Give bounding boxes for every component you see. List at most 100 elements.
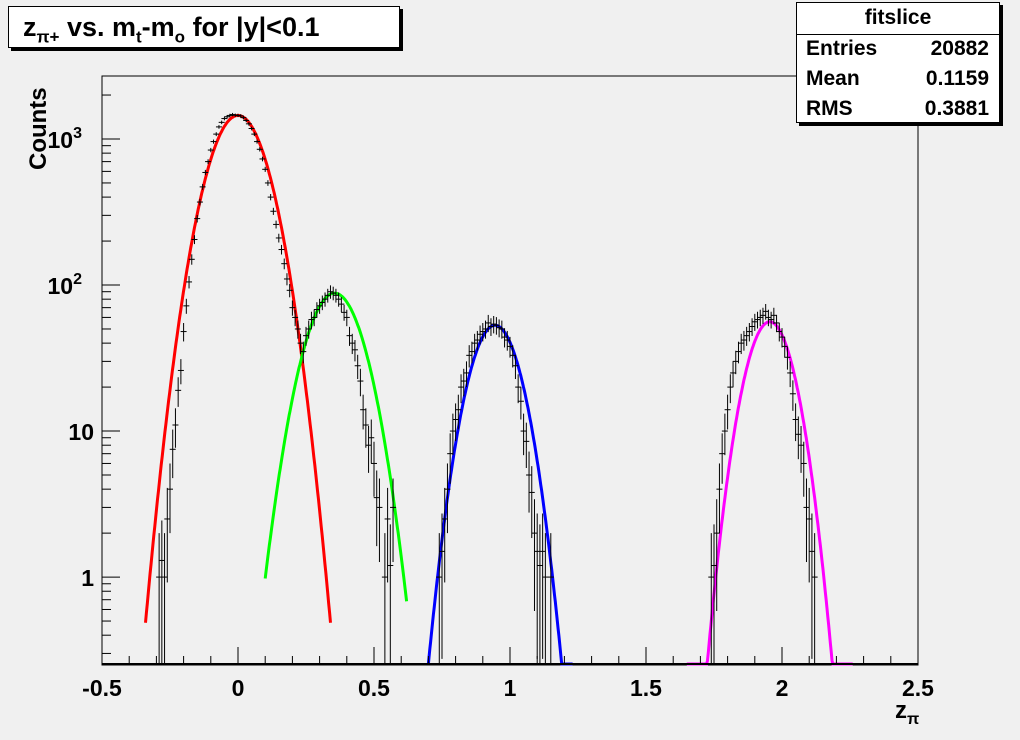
data-point bbox=[501, 328, 508, 348]
data-point bbox=[243, 118, 250, 123]
stats-value: 0.1159 bbox=[925, 67, 989, 90]
data-point bbox=[751, 313, 758, 331]
data-point bbox=[724, 394, 731, 430]
data-point bbox=[547, 533, 554, 665]
data-point bbox=[539, 513, 546, 659]
stats-value: 20882 bbox=[930, 37, 989, 60]
axes: -0.5 0 0.5 1 1.5 2 2.5 1 10 102 103 bbox=[48, 94, 934, 701]
y-tick-label: 102 bbox=[48, 271, 83, 299]
data-point bbox=[202, 169, 209, 176]
data-point bbox=[770, 307, 777, 324]
data-point bbox=[765, 309, 772, 327]
data-point bbox=[517, 387, 524, 420]
x-tick-label: 0.5 bbox=[358, 675, 390, 701]
data-point bbox=[743, 326, 750, 346]
data-point bbox=[313, 302, 320, 318]
data-point bbox=[458, 374, 465, 404]
data-point bbox=[509, 345, 516, 368]
data-point bbox=[305, 320, 312, 339]
data-point bbox=[381, 533, 388, 665]
data-point bbox=[376, 478, 383, 563]
data-point bbox=[349, 333, 356, 355]
data-point bbox=[207, 147, 214, 153]
data-point bbox=[289, 300, 296, 316]
data-point bbox=[297, 333, 304, 355]
data-point bbox=[292, 309, 299, 327]
data-point bbox=[471, 333, 478, 355]
data-point bbox=[194, 214, 201, 223]
data-point bbox=[308, 311, 315, 329]
data-point bbox=[158, 520, 165, 665]
data-point bbox=[526, 451, 533, 513]
data-point bbox=[444, 463, 451, 534]
data-point bbox=[343, 309, 350, 327]
data-point bbox=[245, 122, 252, 126]
data-point bbox=[493, 317, 500, 335]
data-point bbox=[542, 533, 549, 665]
data-point bbox=[311, 309, 318, 327]
data-point bbox=[779, 328, 785, 348]
data-point bbox=[536, 524, 543, 665]
data-point bbox=[303, 326, 309, 346]
stats-title: fitslice bbox=[864, 6, 932, 29]
data-point bbox=[262, 166, 269, 172]
data-point bbox=[213, 132, 220, 137]
y-tick-label: 10 bbox=[68, 419, 94, 445]
data-point bbox=[528, 466, 535, 539]
data-point bbox=[351, 340, 358, 362]
data-point bbox=[713, 499, 720, 611]
data-point bbox=[708, 533, 715, 665]
data-point bbox=[800, 441, 807, 497]
data-point bbox=[738, 333, 745, 355]
data-point bbox=[757, 309, 764, 327]
data-point bbox=[368, 419, 375, 464]
data-point bbox=[759, 307, 766, 324]
stats-label: Entries bbox=[806, 37, 878, 60]
data-point bbox=[172, 408, 179, 448]
data-point bbox=[487, 318, 494, 336]
data-point bbox=[520, 413, 527, 456]
data-point bbox=[384, 487, 391, 583]
data-point bbox=[218, 120, 225, 125]
data-point bbox=[215, 125, 222, 129]
data-point bbox=[390, 478, 397, 563]
data-point bbox=[322, 292, 329, 307]
data-point bbox=[294, 320, 301, 339]
y-tick-label: 1 bbox=[81, 565, 94, 591]
data-point bbox=[803, 478, 810, 563]
data-point bbox=[784, 346, 791, 370]
data-point bbox=[275, 233, 282, 243]
data-point bbox=[735, 341, 742, 364]
data-point bbox=[373, 470, 380, 547]
data-point bbox=[362, 408, 369, 448]
data-point bbox=[773, 314, 780, 333]
data-point bbox=[183, 298, 190, 314]
data-point bbox=[455, 394, 462, 430]
data-point bbox=[196, 198, 203, 206]
data-point bbox=[749, 318, 756, 336]
data-point bbox=[485, 314, 492, 333]
data-point bbox=[719, 433, 726, 484]
data-point bbox=[441, 487, 448, 583]
data-point bbox=[254, 139, 261, 144]
data-point bbox=[169, 429, 176, 479]
data-point bbox=[354, 354, 361, 380]
data-point bbox=[175, 377, 182, 407]
data-points bbox=[102, 112, 918, 665]
data-point bbox=[360, 394, 367, 430]
data-point bbox=[468, 341, 475, 364]
data-point bbox=[240, 115, 247, 120]
data-point bbox=[221, 116, 228, 121]
data-point bbox=[270, 207, 277, 215]
data-point bbox=[787, 361, 794, 388]
data-point bbox=[273, 220, 280, 229]
data-point bbox=[732, 350, 739, 375]
data-point bbox=[324, 288, 331, 303]
stats-label: Mean bbox=[806, 67, 860, 90]
data-point bbox=[507, 336, 513, 358]
data-point bbox=[477, 325, 484, 345]
x-tick-label: -0.5 bbox=[82, 675, 122, 701]
x-axis-title: zπ bbox=[895, 697, 919, 728]
data-point bbox=[727, 374, 734, 404]
